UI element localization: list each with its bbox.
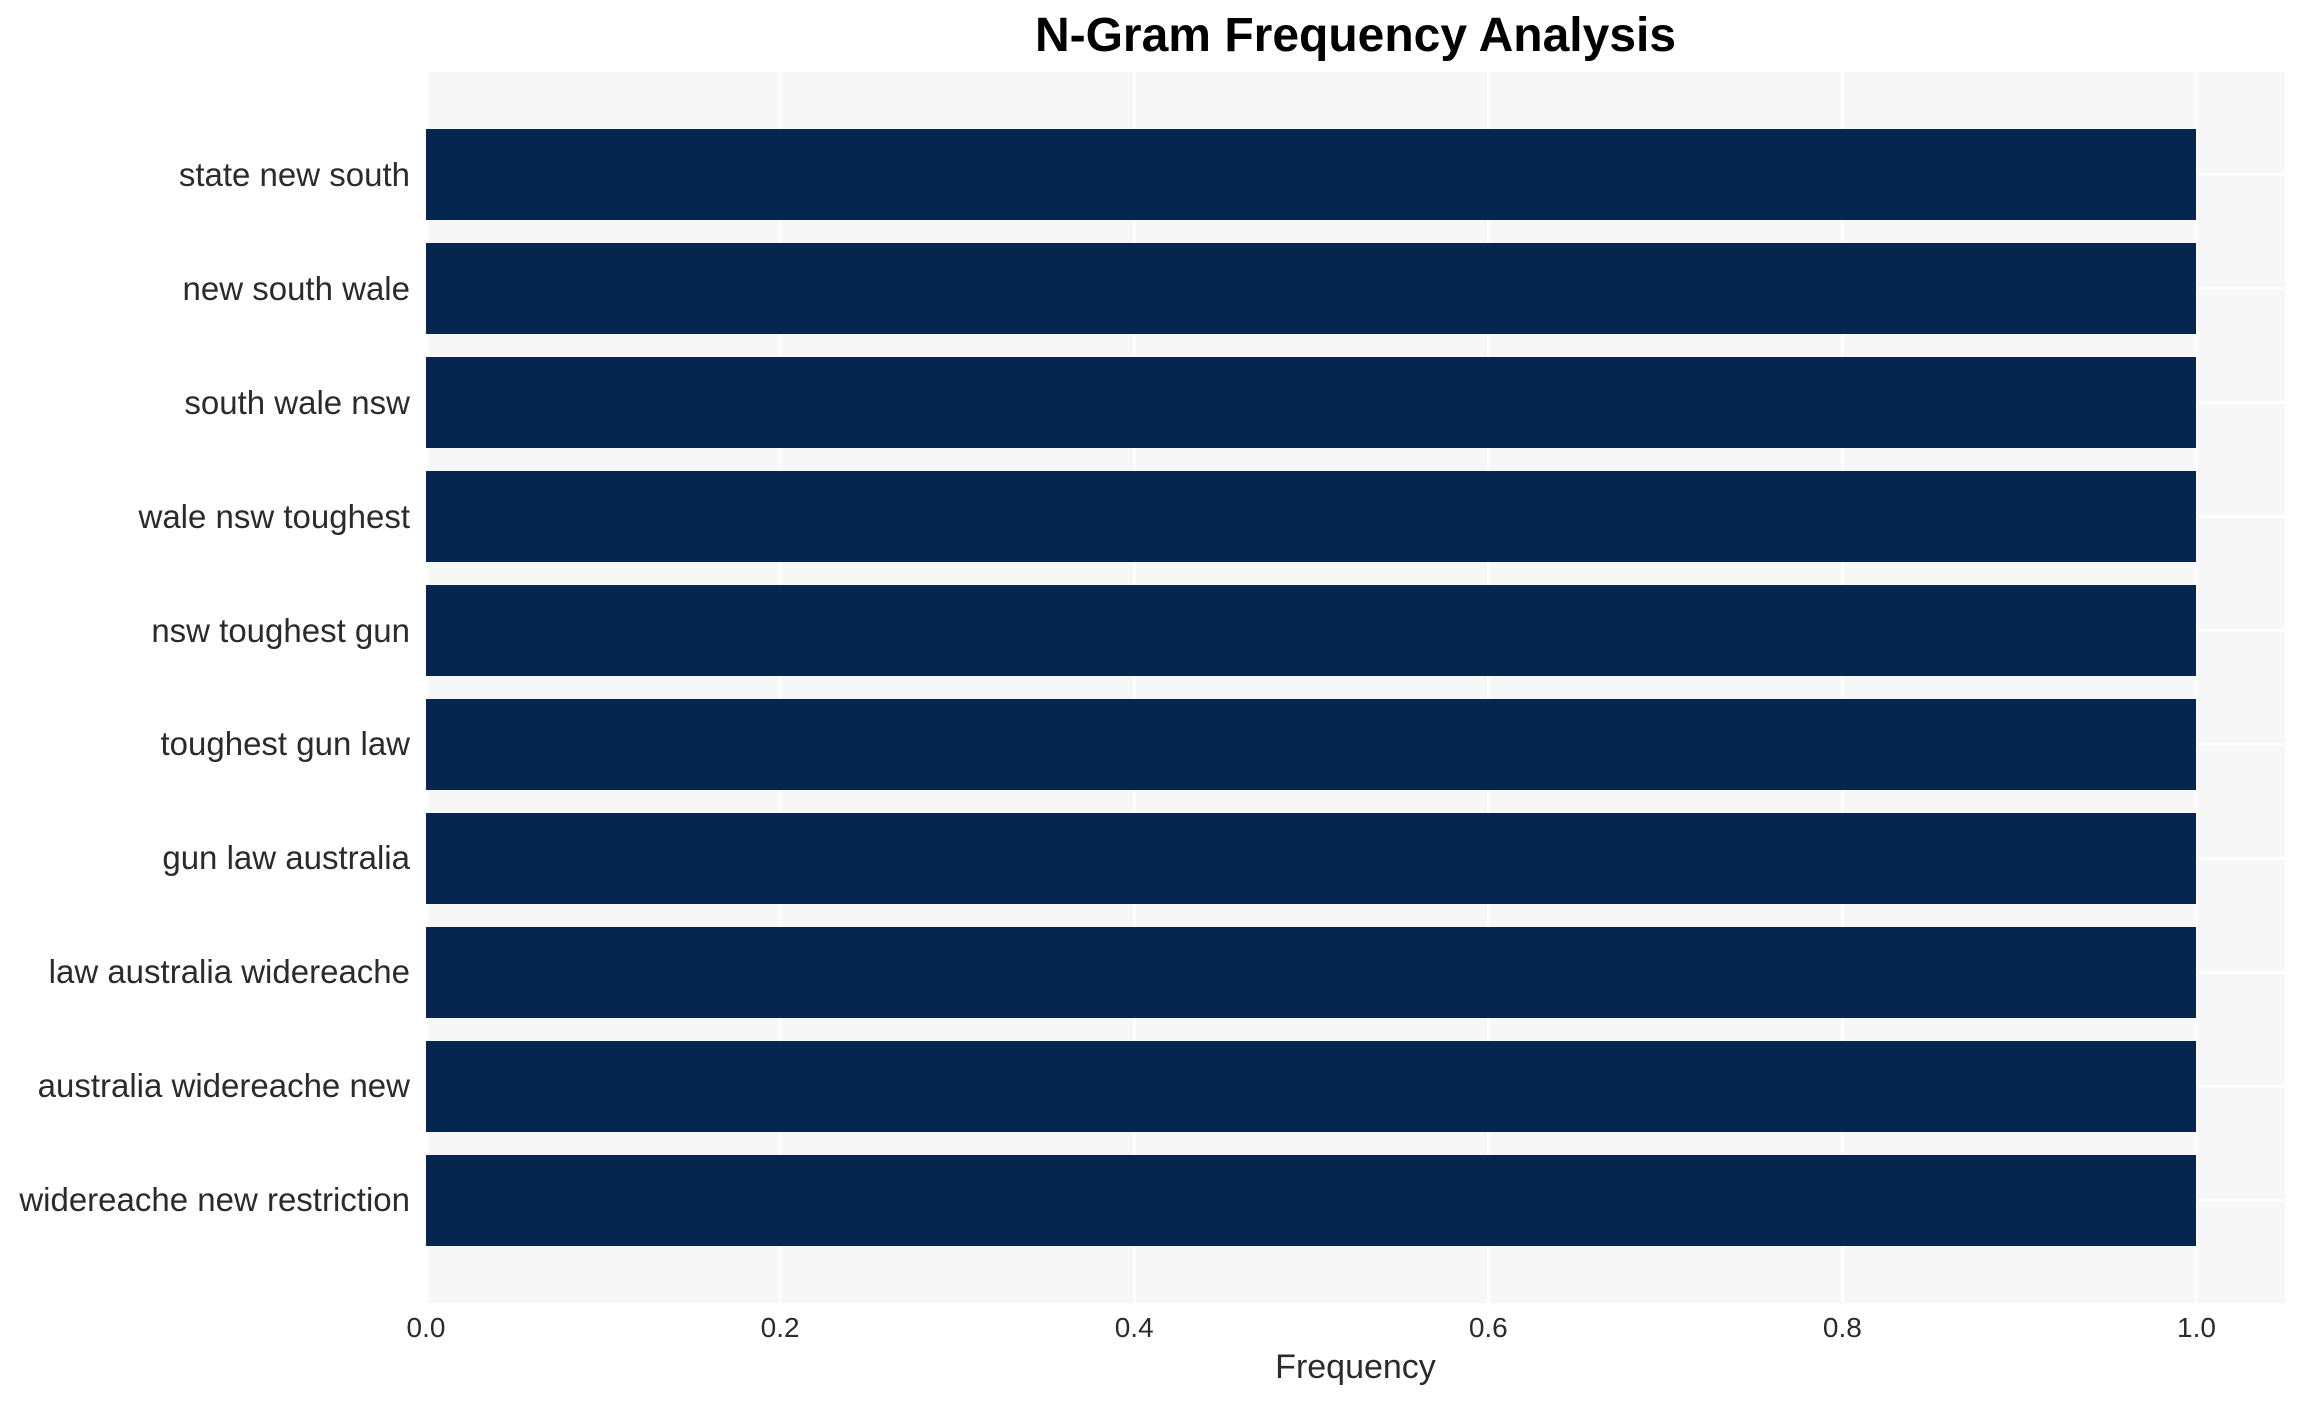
x-gridline — [2194, 72, 2198, 1303]
x-gridline — [1840, 72, 1844, 1303]
x-tick-label: 1.0 — [2177, 1312, 2216, 1343]
y-tick-label: wale nsw toughest — [138, 497, 411, 535]
y-tick-label: gun law australia — [162, 839, 410, 877]
x-tick-label: 0.8 — [1822, 1312, 1862, 1343]
bar-toughest-gun-law — [426, 698, 2197, 790]
y-tick-label: law australia widereache — [48, 953, 410, 991]
bar-new-south-wale — [426, 243, 2197, 335]
x-gridline — [1486, 72, 1490, 1303]
x-tick-label: 0.4 — [1114, 1312, 1154, 1343]
chart-title: N-Gram Frequency Analysis — [1034, 9, 1677, 62]
bar-widereache-new-restriction — [426, 1154, 2197, 1246]
y-tick-label: australia widereache new — [37, 1067, 410, 1105]
bar-state-new-south — [426, 129, 2197, 221]
y-tick-label: toughest gun law — [160, 725, 410, 763]
y-tick-label: state new south — [178, 155, 410, 193]
bar-gun-law-australia — [426, 812, 2197, 904]
plot-area — [424, 72, 2285, 1303]
bar-law-australia-widereache — [426, 926, 2197, 1018]
y-tick-label: widereache new restriction — [19, 1181, 410, 1219]
y-tick-label: new south wale — [182, 269, 410, 307]
x-gridline — [1132, 72, 1136, 1303]
x-tick-label: 0.0 — [406, 1312, 446, 1343]
bar-nsw-toughest-gun — [426, 585, 2197, 676]
x-axis-title: Frequency — [1275, 1348, 1436, 1386]
y-tick-label: south wale nsw — [184, 383, 410, 421]
x-tick-label: 0.6 — [1468, 1312, 1508, 1343]
y-tick-label: nsw toughest gun — [151, 611, 410, 649]
bar-australia-widereache-new — [426, 1040, 2197, 1132]
bar-south-wale-nsw — [426, 357, 2197, 449]
x-gridline — [424, 72, 428, 1303]
x-gridline — [778, 72, 782, 1303]
bar-wale-nsw-toughest — [426, 471, 2197, 563]
x-tick-label: 0.2 — [760, 1312, 800, 1343]
